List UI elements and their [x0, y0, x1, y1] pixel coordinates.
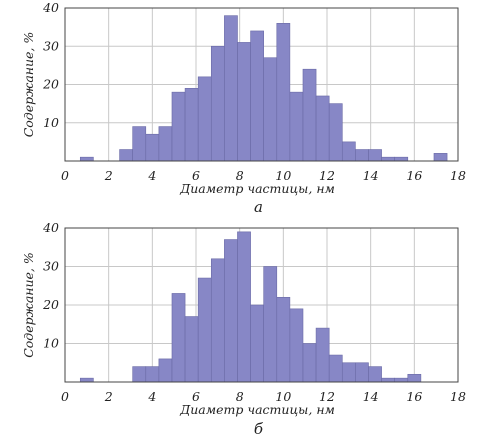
bar: [119, 149, 133, 162]
bar: [132, 366, 147, 383]
bar: [276, 22, 291, 162]
x-tick-label: 18: [450, 168, 466, 183]
bar: [145, 366, 160, 383]
x-tick-label: 6: [192, 389, 200, 404]
bar: [79, 156, 94, 162]
bar: [250, 304, 264, 383]
bar: [184, 88, 199, 162]
chart-panel-2: 0 2 4 6 8 10 12 14 16 18 10 20 30 40 Диаметр частицы, …: [21, 220, 466, 438]
y-tick-label: 40: [42, 0, 59, 15]
x-tick-label: 6: [192, 168, 200, 183]
x-tick-label: 4: [147, 389, 156, 404]
bar: [197, 76, 212, 162]
x-tick-label: 8: [236, 168, 244, 183]
y-tick-label: 10: [43, 336, 59, 351]
x-tick-label: 12: [319, 168, 335, 183]
bar: [197, 277, 212, 383]
bar: [171, 91, 186, 162]
bar: [328, 354, 343, 383]
bar: [263, 266, 278, 383]
panel-caption: б: [254, 420, 264, 438]
y-tick-label: 40: [42, 220, 59, 235]
bar: [145, 133, 160, 162]
bar: [289, 91, 304, 162]
bar: [381, 156, 395, 162]
bar: [433, 153, 448, 162]
bar: [302, 343, 317, 383]
bar: [210, 258, 225, 383]
plot-frame: [64, 7, 459, 162]
bar: [315, 95, 330, 162]
bar: [302, 68, 317, 162]
x-tick-label: 2: [104, 389, 113, 404]
bar: [184, 316, 199, 383]
y-tick-label: 30: [43, 38, 59, 53]
bar: [237, 42, 251, 162]
bar: [341, 362, 356, 383]
bar: [224, 239, 238, 383]
x-tick-label: 16: [406, 389, 422, 404]
y-axis-label: Содержание, %: [21, 252, 36, 358]
chart-panel-1: 0 2 4 6 8 10 12 14 16 18 10 20 30 40 Диаметр частицы, …: [21, 0, 466, 216]
y-tick-label: 20: [42, 297, 59, 312]
bar: [158, 358, 173, 383]
bar: [289, 308, 304, 383]
bar: [79, 377, 94, 383]
x-tick-label: 14: [363, 389, 379, 404]
bar: [250, 30, 264, 162]
bar: [171, 293, 186, 383]
x-tick-label: 10: [275, 168, 291, 183]
x-tick-label: 10: [275, 389, 291, 404]
x-tick-label: 14: [363, 168, 379, 183]
bar: [315, 327, 330, 383]
y-tick-label: 30: [43, 259, 59, 274]
x-axis-label: Диаметр частицы, нм: [179, 402, 335, 417]
y-axis-label: Содержание, %: [21, 32, 36, 138]
bar: [237, 231, 251, 383]
bar: [263, 57, 278, 162]
bar: [368, 366, 382, 383]
x-tick-label: 16: [406, 168, 422, 183]
bar: [394, 156, 409, 162]
bar: [158, 126, 173, 162]
bar: [355, 149, 369, 162]
bar: [210, 45, 225, 162]
x-tick-label: 12: [319, 389, 335, 404]
bar: [132, 126, 147, 162]
panel-caption: а: [254, 198, 263, 216]
y-tick-label: 10: [43, 115, 59, 130]
bar: [224, 15, 238, 162]
x-tick-label: 18: [450, 389, 466, 404]
plot-frame: [64, 227, 459, 383]
bar: [328, 103, 343, 162]
x-tick-label: 2: [104, 168, 113, 183]
y-tick-label: 20: [42, 77, 59, 92]
bar: [355, 362, 369, 383]
bar: [341, 141, 356, 162]
x-tick-label: 0: [61, 389, 69, 404]
x-tick-label: 0: [61, 168, 69, 183]
bar: [394, 377, 409, 383]
bar: [381, 377, 395, 383]
x-axis-label: Диаметр частицы, нм: [179, 181, 335, 196]
bar: [276, 296, 291, 383]
bar: [368, 149, 382, 162]
x-tick-label: 4: [147, 168, 156, 183]
x-tick-label: 8: [236, 389, 244, 404]
bar: [407, 373, 422, 383]
